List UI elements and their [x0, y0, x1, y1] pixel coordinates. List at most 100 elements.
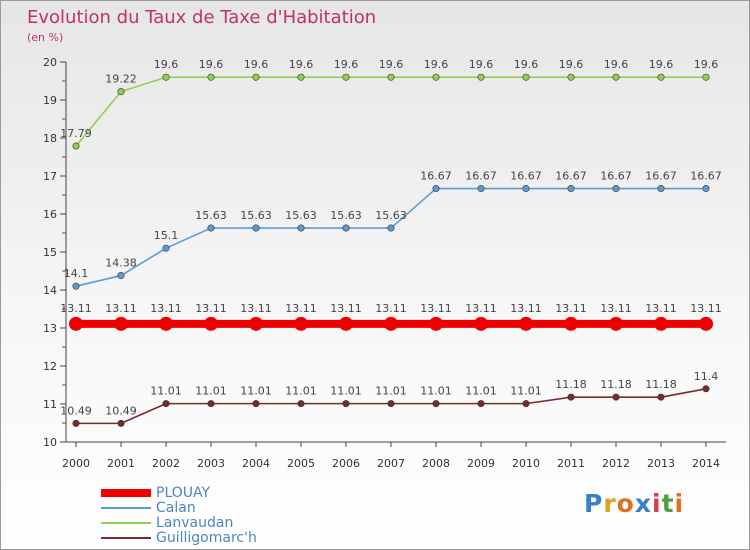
data-label: 19.6 [154, 58, 179, 71]
data-label: 16.67 [555, 170, 587, 183]
data-label: 13.11 [60, 302, 92, 315]
data-point [432, 185, 440, 193]
data-label: 15.63 [375, 209, 407, 222]
data-point [249, 316, 263, 331]
data-label: 13.11 [510, 302, 542, 315]
legend-label: Lanvaudan [156, 515, 234, 531]
data-label: 15.1 [154, 229, 179, 242]
logo-letter: x [634, 489, 652, 518]
data-point [477, 400, 485, 408]
data-label: 10.49 [60, 404, 92, 417]
data-point [384, 316, 398, 331]
x-tick-label: 2005 [287, 457, 315, 470]
series-line [75, 76, 706, 147]
data-point [252, 73, 260, 81]
data-point [252, 224, 260, 232]
data-point [567, 73, 575, 81]
chart-title: Evolution du Taux de Taxe d'Habitation [27, 7, 377, 28]
data-label: 11.01 [150, 385, 182, 398]
x-tick-label: 2002 [152, 457, 180, 470]
x-tick-label: 2010 [512, 457, 540, 470]
data-point [609, 316, 623, 331]
legend-label: PLOUAY [156, 485, 211, 501]
line-chart: 10 11 12 13 14 15 16 17 18 19 20 2000 2001 2002 2003 20… [43, 56, 726, 470]
data-label: 11.18 [555, 378, 587, 391]
y-tick-label: 14 [43, 284, 57, 297]
data-label: 11.01 [420, 385, 452, 398]
data-label: 16.67 [645, 170, 677, 183]
data-label: 16.67 [510, 170, 542, 183]
series-plouay: 13.11 13.11 13.11 13.11 13.11 13.11 13.11 13.11… [60, 302, 722, 331]
data-point [342, 73, 350, 81]
data-label: 16.67 [690, 170, 722, 183]
data-label: 13.11 [600, 302, 632, 315]
data-label: 13.11 [330, 302, 362, 315]
legend-swatch [101, 489, 151, 497]
data-point [699, 316, 713, 331]
data-point [69, 316, 83, 331]
data-point [474, 316, 488, 331]
data-label: 11.01 [285, 385, 317, 398]
data-point [72, 282, 80, 290]
series-calan: 14.1 14.38 15.1 15.63 15.63 15.63 15.63 15.63 16… [64, 170, 722, 290]
data-label: 19.6 [199, 58, 224, 71]
data-point [297, 224, 305, 232]
data-label: 16.67 [420, 170, 452, 183]
data-label: 19.6 [289, 58, 314, 71]
data-label: 13.11 [420, 302, 452, 315]
data-point [162, 400, 170, 408]
data-point [519, 316, 533, 331]
data-point [612, 185, 620, 193]
data-label: 13.11 [240, 302, 272, 315]
data-point [657, 73, 665, 81]
data-label: 11.18 [600, 378, 632, 391]
data-label: 10.49 [105, 404, 137, 417]
data-label: 19.6 [694, 58, 719, 71]
data-label: 19.6 [559, 58, 584, 71]
data-label: 19.6 [514, 58, 539, 71]
data-label: 16.67 [600, 170, 632, 183]
data-point [567, 393, 575, 401]
data-point [522, 400, 530, 408]
data-label: 19.22 [105, 73, 137, 86]
data-point [207, 400, 215, 408]
data-point [477, 185, 485, 193]
data-label: 19.6 [244, 58, 269, 71]
data-label: 13.11 [195, 302, 227, 315]
data-point [567, 185, 575, 193]
x-tick-label: 2001 [107, 457, 135, 470]
y-tick-label: 12 [43, 360, 57, 373]
data-label: 13.11 [105, 302, 137, 315]
data-label: 11.01 [195, 385, 227, 398]
y-tick-label: 13 [43, 322, 57, 335]
x-tick-label: 2012 [602, 457, 630, 470]
data-point [657, 393, 665, 401]
data-label: 19.6 [649, 58, 674, 71]
data-label: 19.6 [334, 58, 359, 71]
data-label: 14.38 [105, 257, 137, 270]
data-label: 11.01 [375, 385, 407, 398]
data-label: 19.6 [604, 58, 629, 71]
data-point [342, 224, 350, 232]
data-label: 13.11 [150, 302, 182, 315]
data-label: 19.6 [469, 58, 494, 71]
data-label: 11.18 [645, 378, 677, 391]
x-tick-label: 2007 [377, 457, 405, 470]
data-label: 11.01 [240, 385, 272, 398]
data-label: 13.11 [645, 302, 677, 315]
data-point [117, 88, 125, 96]
series-guilligomarc-h: 10.49 10.49 11.01 11.01 11.01 11.01 11.01 11.01… [60, 370, 718, 427]
data-point [297, 400, 305, 408]
y-tick-label: 15 [43, 246, 57, 259]
x-tick-label: 2009 [467, 457, 495, 470]
logo-letter: t [661, 489, 675, 518]
logo-letter: P [584, 489, 604, 518]
data-label: 15.63 [195, 209, 227, 222]
legend-label: Calan [156, 500, 196, 516]
y-tick-label: 18 [43, 132, 57, 145]
chart-unit: (en %) [27, 31, 64, 44]
data-point [522, 73, 530, 81]
data-label: 11.4 [694, 370, 719, 383]
data-point [339, 316, 353, 331]
legend-swatch [101, 537, 151, 539]
